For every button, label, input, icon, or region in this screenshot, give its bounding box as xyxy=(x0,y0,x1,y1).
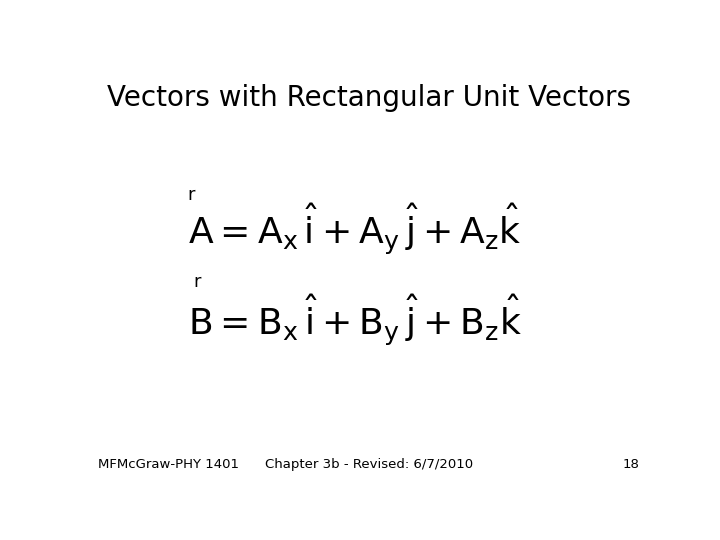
Text: Vectors with Rectangular Unit Vectors: Vectors with Rectangular Unit Vectors xyxy=(107,84,631,112)
Text: 18: 18 xyxy=(623,458,639,471)
Text: $\mathsf{B = B_x\,\hat{i} + B_y\,\hat{j} + B_z\hat{k}}$: $\mathsf{B = B_x\,\hat{i} + B_y\,\hat{j}… xyxy=(188,293,521,348)
Text: r: r xyxy=(193,273,201,292)
Text: Chapter 3b - Revised: 6/7/2010: Chapter 3b - Revised: 6/7/2010 xyxy=(265,458,473,471)
Text: MFMcGraw-PHY 1401: MFMcGraw-PHY 1401 xyxy=(99,458,239,471)
Text: $\mathsf{A = A_x\,\hat{i} + A_y\,\hat{j} + A_z\hat{k}}$: $\mathsf{A = A_x\,\hat{i} + A_y\,\hat{j}… xyxy=(188,201,521,256)
Text: r: r xyxy=(188,186,195,204)
